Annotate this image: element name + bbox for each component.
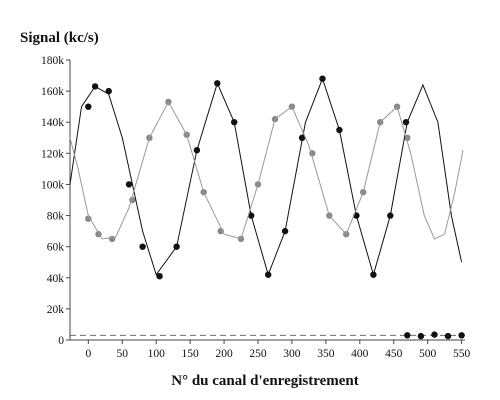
data-point [431, 331, 438, 338]
x-tick-label: 150 [182, 348, 200, 360]
data-point [105, 87, 112, 95]
x-tick-label: 100 [148, 348, 166, 360]
data-point [444, 332, 452, 340]
data-point [417, 332, 425, 340]
x-tick-label: 0 [85, 348, 91, 360]
x-tick-label: 200 [215, 348, 233, 360]
x-axis-title: N° du canal d'enregistrement [171, 373, 359, 389]
series-line-2 [69, 77, 463, 277]
series-line-3 [69, 100, 464, 240]
y-tick-label: 60k [47, 242, 65, 254]
series-layer [69, 75, 465, 340]
y-tick-label: 180k [41, 55, 64, 67]
y-tick-label: 80k [47, 211, 65, 223]
plot-frame [69, 60, 465, 341]
x-tick-label: 450 [385, 348, 403, 360]
data-point [458, 332, 465, 339]
y-tick-label: 20k [47, 304, 65, 316]
y-tick-label: 160k [41, 86, 64, 98]
y-tick-label: 40k [47, 273, 65, 285]
y-tick-label: 0 [58, 335, 64, 347]
y-axis-ticks: 0 20k 40k 60k 80k 100k 120k 140k 160k 180k [41, 55, 70, 347]
x-tick-label: 250 [249, 348, 267, 360]
y-tick-label: 120k [41, 148, 64, 160]
data-point [85, 215, 92, 222]
y-tick-label: 140k [41, 117, 64, 129]
x-axis-ticks: 0 50 100 150 200 250 300 350 400 450 500 550 [85, 340, 470, 360]
data-point [85, 103, 92, 110]
y-axis-title: Signal (kc/s) [20, 30, 99, 46]
x-tick-label: 350 [317, 348, 335, 360]
x-tick-label: 50 [117, 348, 129, 360]
y-tick-label: 100k [41, 179, 64, 191]
data-point [125, 181, 133, 188]
x-tick-label: 300 [283, 348, 301, 360]
data-point [156, 273, 163, 280]
x-tick-label: 400 [351, 348, 369, 360]
x-tick-label: 500 [419, 348, 437, 360]
data-point [139, 243, 146, 250]
data-point [108, 235, 116, 243]
data-point [404, 332, 411, 339]
x-tick-label: 550 [453, 348, 471, 360]
